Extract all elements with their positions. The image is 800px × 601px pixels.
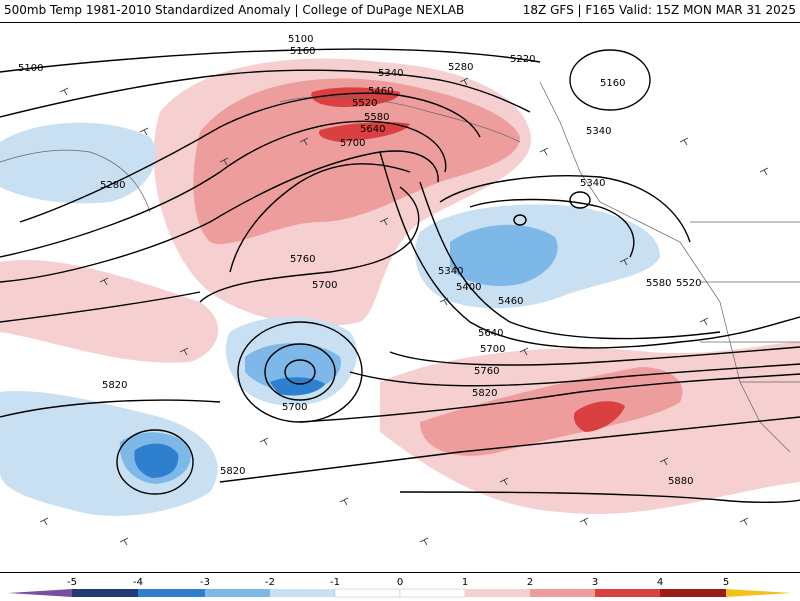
contour-label: 5400	[456, 282, 481, 293]
contour-label: 5700	[340, 138, 365, 149]
legend-tick: 4	[657, 577, 663, 588]
contour-label: 5760	[290, 254, 315, 265]
legend-swatch	[270, 589, 335, 597]
legend-swatch	[138, 589, 205, 597]
contour-label: 5700	[312, 280, 337, 291]
legend-arrow-left	[8, 589, 72, 597]
legend-tick: -4	[133, 577, 143, 588]
contour-label: 5520	[676, 278, 701, 289]
contour-label: 5100	[18, 63, 43, 74]
legend-colorbar	[8, 588, 792, 598]
contour-label: 5280	[448, 62, 473, 73]
contour-label: 5460	[368, 86, 393, 97]
contour-label: 5520	[352, 98, 377, 109]
height-contours	[0, 48, 800, 504]
contour-label: 5460	[498, 296, 523, 307]
legend-tick: 0	[397, 577, 403, 588]
anomaly-neg1-west	[0, 391, 218, 516]
anomaly-pos2-south	[420, 367, 683, 456]
contour-label: 5340	[438, 266, 463, 277]
legend-labels: -5 -4 -3 -2 -1 0 1 2 3 4 5	[67, 577, 729, 588]
contour-label: 5160	[600, 78, 625, 89]
contour-label: 5580	[646, 278, 671, 289]
legend-swatch	[660, 589, 726, 597]
color-legend: -5 -4 -3 -2 -1 0 1 2 3 4 5	[0, 572, 800, 601]
contour-label: 5160	[290, 46, 315, 57]
contour-label: 5100	[288, 34, 313, 45]
anomaly-neg3-center	[270, 377, 325, 396]
contour-label: 5760	[474, 366, 499, 377]
model-run-info: 18Z GFS | F165 Valid: 15Z MON MAR 31 202…	[522, 3, 796, 17]
contour-label: 5340	[378, 68, 403, 79]
contour-label: 5280	[100, 180, 125, 191]
anomaly-neg2-center	[245, 343, 341, 393]
legend-swatch	[465, 589, 530, 597]
contour-label: 5820	[102, 380, 127, 391]
anomaly-pos3-a	[311, 87, 400, 107]
legend-swatch	[72, 589, 138, 597]
wind-barbs	[39, 77, 769, 546]
legend-tick: 2	[527, 577, 533, 588]
legend-swatch	[530, 589, 595, 597]
contour-label: 5340	[580, 178, 605, 189]
contour-labels: 5100 5160 5100 5280 5220 5280 5340 5460 …	[18, 34, 701, 487]
contour-label: 5880	[668, 476, 693, 487]
contour-label: 5700	[480, 344, 505, 355]
anomaly-shading	[0, 58, 800, 516]
legend-tick: -5	[67, 577, 77, 588]
legend-tick: -3	[200, 577, 210, 588]
anomaly-neg2-east	[450, 224, 558, 287]
contour-label: 5640	[360, 124, 385, 135]
anomaly-neg1-northwest	[0, 122, 156, 204]
legend-tick: 5	[723, 577, 729, 588]
contour-label: 5340	[586, 126, 611, 137]
contour-label: 5640	[478, 328, 503, 339]
legend-swatch	[205, 589, 270, 597]
anomaly-pos2-north	[193, 78, 520, 245]
contour-label: 5700	[282, 402, 307, 413]
legend-swatch	[399, 588, 466, 598]
legend-swatch	[595, 589, 660, 597]
anomaly-pos3-b	[319, 122, 410, 142]
legend-tick: -1	[330, 577, 340, 588]
legend-tick: 1	[462, 577, 468, 588]
anomaly-neg3-west	[134, 443, 179, 478]
weather-map: 5100 5160 5100 5280 5220 5280 5340 5460 …	[0, 34, 800, 546]
legend-tick: -2	[265, 577, 275, 588]
legend-swatch	[334, 588, 401, 598]
map-header: 500mb Temp 1981-2010 Standardized Anomal…	[0, 0, 800, 23]
contour-label: 5580	[364, 112, 389, 123]
contour-label: 5820	[220, 466, 245, 477]
map-title: 500mb Temp 1981-2010 Standardized Anomal…	[4, 3, 465, 17]
anomaly-pos3-c	[573, 401, 625, 432]
anomaly-pos1-west	[0, 260, 219, 363]
legend-arrow-right	[726, 589, 792, 597]
contour-label: 5820	[472, 388, 497, 399]
legend-tick: 3	[592, 577, 598, 588]
contour-label: 5220	[510, 54, 535, 65]
